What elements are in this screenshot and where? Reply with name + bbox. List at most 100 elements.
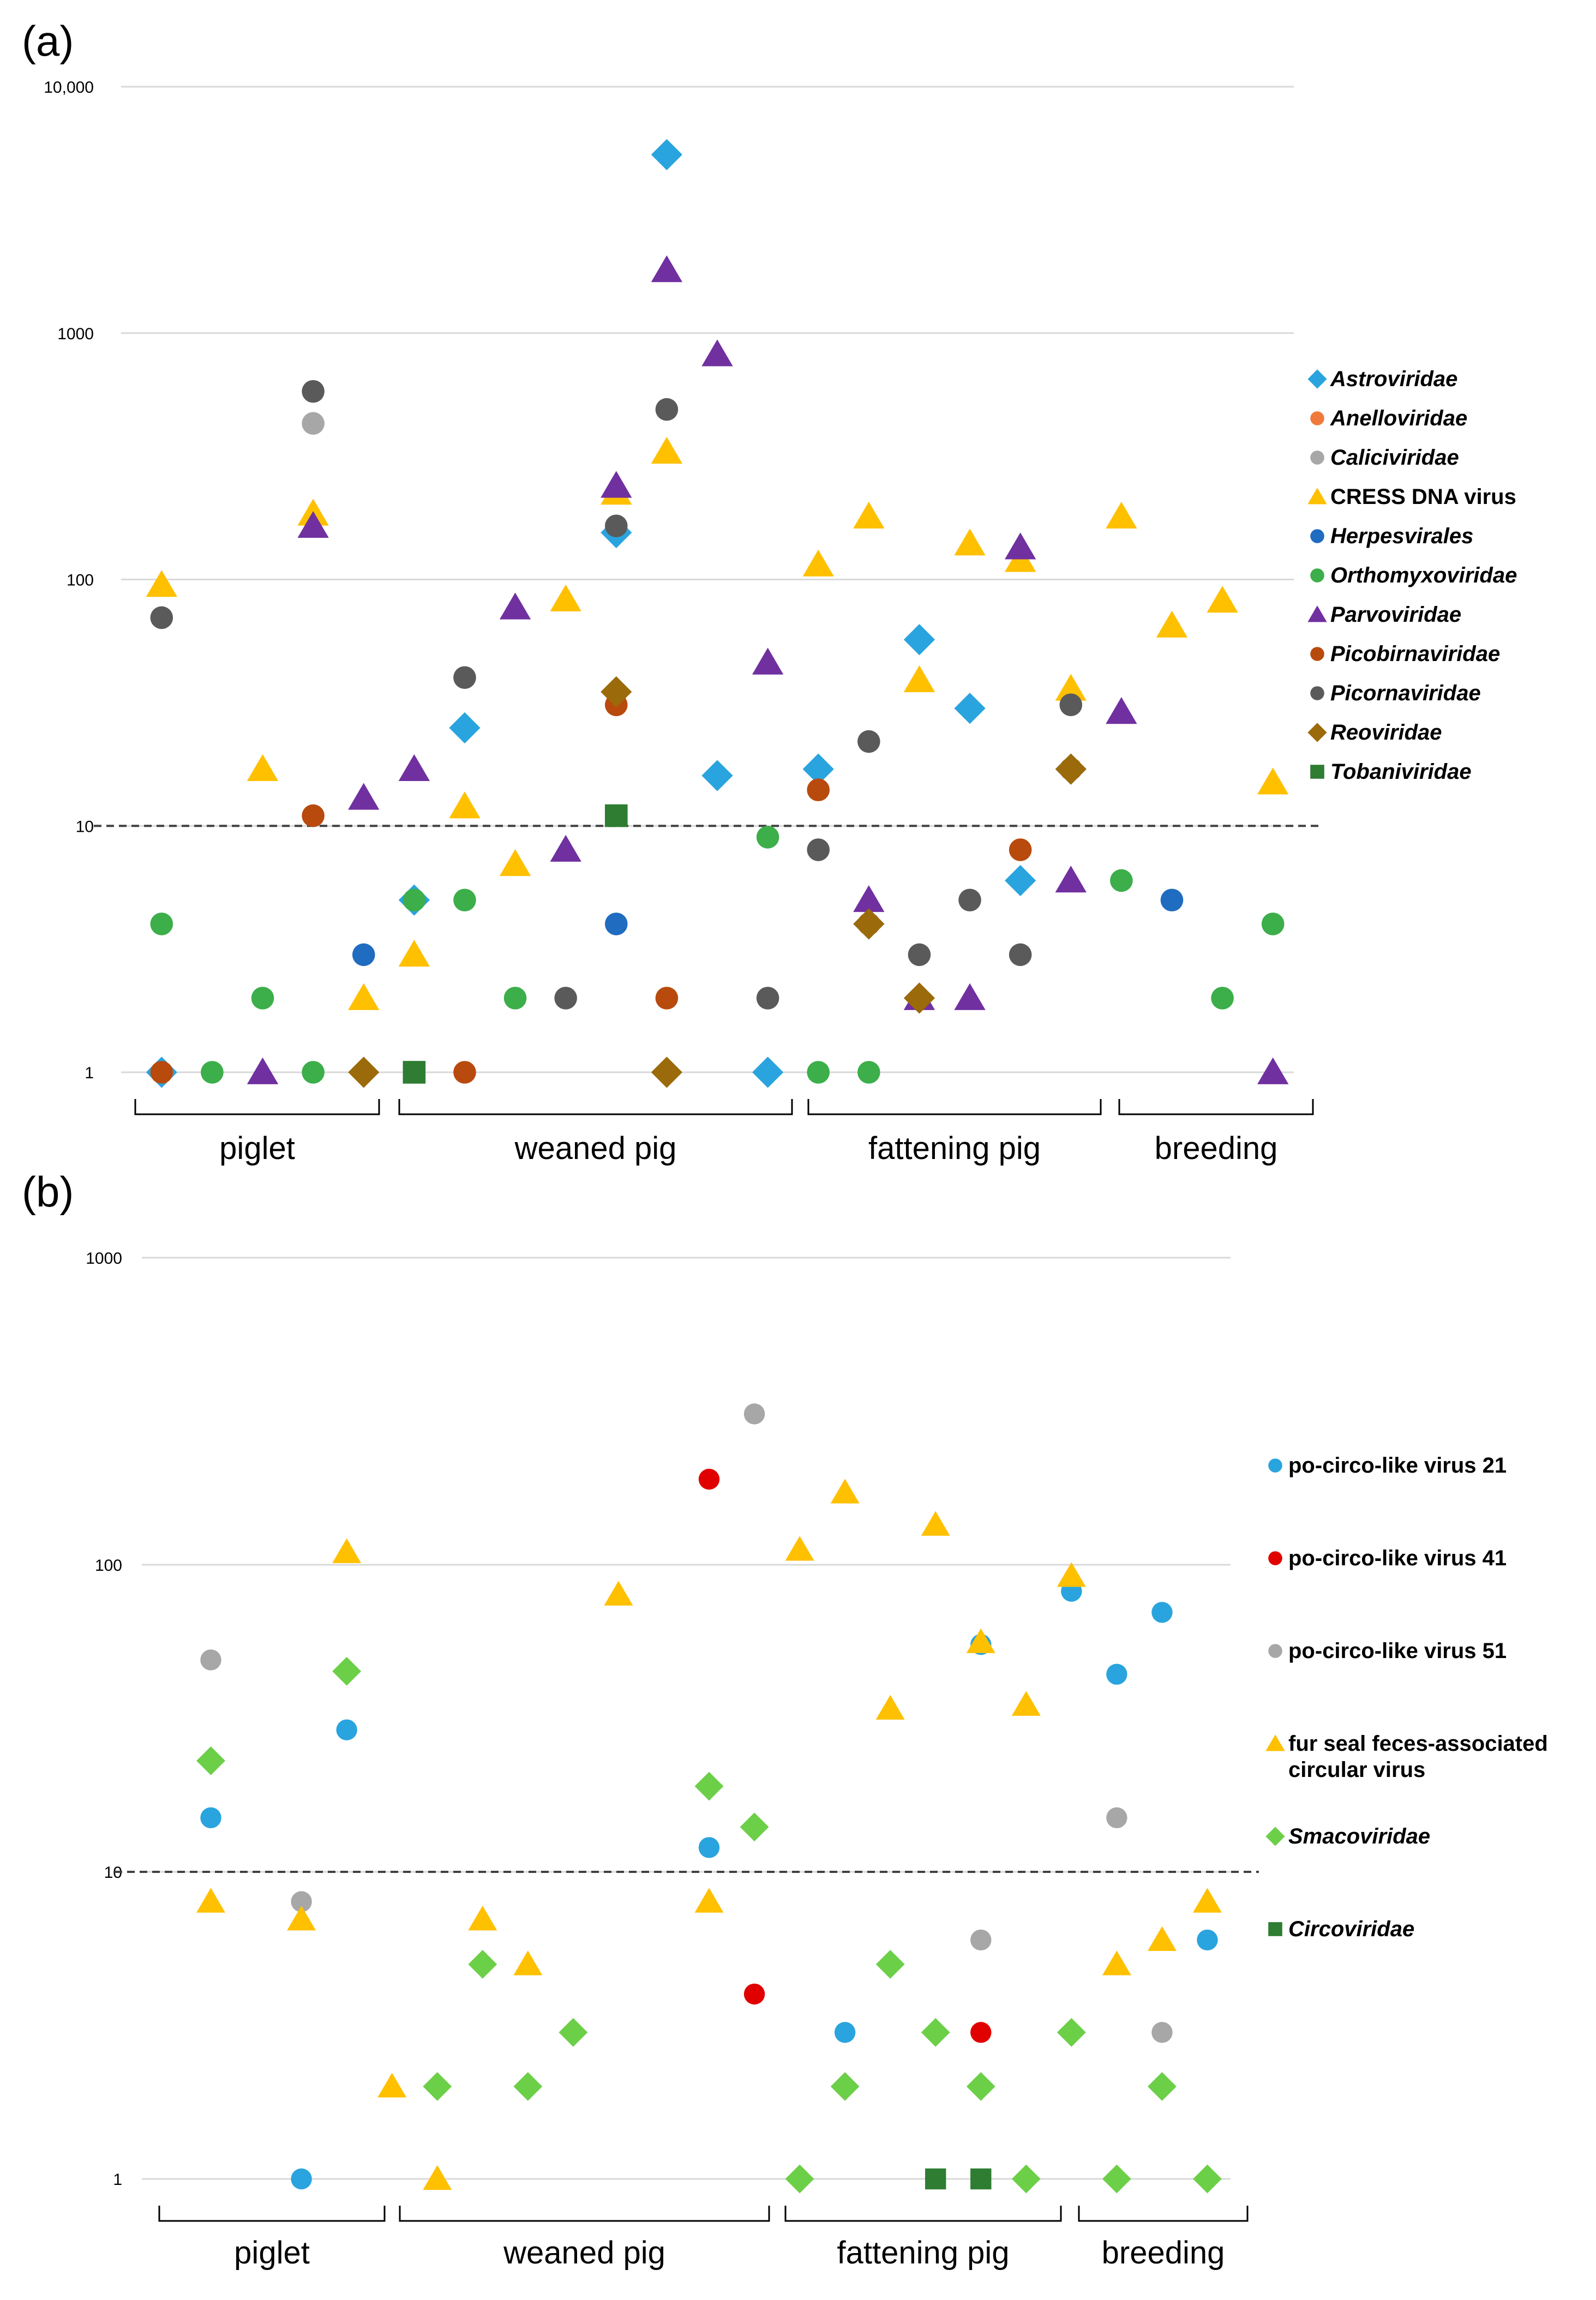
group-label-fattening-pig: fattening pig (837, 2235, 1009, 2271)
point-cress-dna-virus (449, 791, 481, 819)
point-picornaviridae (756, 987, 779, 1010)
y-tick-label: 1 (113, 2171, 122, 2189)
group-bracket (1078, 2206, 1249, 2222)
y-tick-label: 1 (85, 1064, 94, 1082)
point-picornaviridae (1009, 943, 1032, 966)
point-parvoviridae (398, 754, 430, 781)
group-bracket (784, 2206, 1062, 2222)
point-fur-seal-feces-associated-circular-virus (921, 1511, 950, 1536)
point-cress-dna-virus (853, 501, 885, 529)
point-orthomyxoviridae (201, 1061, 224, 1084)
legend-marker-smacoviridae (1265, 1827, 1285, 1846)
point-po-circo-like-virus-51 (743, 1403, 765, 1425)
point-orthomyxoviridae (1110, 869, 1133, 892)
panel-a-chart: (a) 1 10 100 1000 10,000 piglet weaned pig fatte… (22, 17, 1517, 1166)
point-parvoviridae (651, 255, 683, 283)
point-picornaviridae (150, 606, 173, 629)
point-fur-seal-feces-associated-circular-virus (785, 1536, 814, 1561)
point-astroviridae (701, 760, 733, 791)
point-fur-seal-feces-associated-circular-virus (604, 1581, 633, 1606)
point-smacoviridae (785, 2164, 814, 2194)
point-circoviridae (970, 2168, 992, 2190)
point-fur-seal-feces-associated-circular-virus (1057, 1562, 1086, 1587)
point-astroviridae (449, 712, 481, 744)
legend-label-picobirnaviridae: Picobirnaviridae (1330, 642, 1500, 666)
point-orthomyxoviridae (302, 1061, 325, 1084)
point-parvoviridae (1004, 532, 1036, 560)
point-tobaniviridae (403, 1061, 426, 1084)
point-picornaviridae (453, 666, 476, 689)
point-orthomyxoviridae (1261, 912, 1285, 935)
point-cress-dna-virus (1055, 674, 1087, 701)
group-bracket (807, 1099, 1102, 1115)
point-smacoviridae (1011, 2164, 1041, 2194)
point-fur-seal-feces-associated-circular-virus (1102, 1950, 1131, 1975)
point-orthomyxoviridae (403, 888, 426, 912)
point-orthomyxoviridae (503, 987, 527, 1010)
point-fur-seal-feces-associated-circular-virus (830, 1479, 860, 1504)
point-picornaviridae (604, 514, 628, 538)
point-cress-dna-virus (1207, 586, 1238, 613)
legend-marker-tobaniviridae (1310, 765, 1324, 779)
group-bracket (1118, 1099, 1314, 1115)
point-fur-seal-feces-associated-circular-virus (287, 1906, 316, 1931)
point-orthomyxoviridae (807, 1061, 830, 1084)
legend-label-po-circo-like-virus-41: po-circo-like virus 41 (1288, 1546, 1507, 1570)
point-picornaviridae (807, 838, 830, 861)
point-smacoviridae (513, 2072, 543, 2101)
legend-marker-po-circo-like-virus-41 (1268, 1551, 1282, 1565)
point-fur-seal-feces-associated-circular-virus (1147, 1926, 1177, 1951)
point-picobirnaviridae (655, 987, 679, 1010)
group-label-piglet: piglet (219, 1131, 295, 1166)
point-smacoviridae (921, 2017, 950, 2047)
point-picobirnaviridae (150, 1061, 173, 1084)
legend-label-anelloviridae: Anelloviridae (1330, 406, 1467, 430)
legend-label-smacoviridae: Smacoviridae (1288, 1824, 1430, 1848)
point-po-circo-like-virus-41 (743, 1983, 765, 2005)
point-astroviridae (651, 139, 682, 171)
point-parvoviridae (297, 511, 329, 538)
y-tick-label: 1000 (57, 325, 94, 343)
legend-marker-parvoviridae (1307, 605, 1327, 622)
point-reoviridae (348, 1056, 380, 1088)
point-cress-dna-virus (398, 940, 430, 967)
legend-marker-picobirnaviridae (1310, 647, 1324, 661)
point-cress-dna-virus (903, 665, 935, 693)
point-picornaviridae (655, 398, 679, 421)
legend-label-parvoviridae: Parvoviridae (1330, 603, 1461, 627)
point-cress-dna-virus (1156, 610, 1188, 638)
point-astroviridae (903, 624, 935, 656)
point-fur-seal-feces-associated-circular-virus (196, 1888, 225, 1913)
point-orthomyxoviridae (150, 912, 173, 935)
group-bracket (399, 2206, 770, 2222)
y-tick-label: 100 (95, 1557, 122, 1575)
point-cress-dna-virus (802, 549, 834, 576)
point-picornaviridae (554, 987, 577, 1010)
group-label-weaned-pig: weaned pig (503, 2235, 665, 2271)
point-smacoviridae (740, 1812, 769, 1842)
point-herpesvirales (604, 912, 628, 935)
legend-marker-reoviridae (1307, 723, 1327, 742)
point-smacoviridae (468, 1950, 497, 1979)
point-po-circo-like-virus-41 (970, 2022, 992, 2043)
point-picobirnaviridae (302, 804, 325, 827)
point-parvoviridae (1257, 1057, 1289, 1084)
point-orthomyxoviridae (756, 826, 779, 849)
legend-marker-anelloviridae (1310, 411, 1324, 425)
point-fur-seal-feces-associated-circular-virus (694, 1888, 724, 1913)
point-cress-dna-virus (954, 529, 986, 556)
legend-label-picornaviridae: Picornaviridae (1330, 681, 1481, 705)
point-po-circo-like-virus-21 (1151, 1602, 1173, 1623)
y-tick-label: 10 (76, 818, 94, 836)
point-parvoviridae (348, 783, 380, 810)
point-smacoviridae (196, 1746, 225, 1775)
group-bracket (398, 1099, 793, 1115)
legend-marker-picornaviridae (1310, 686, 1324, 700)
legend-label-caliciviridae: Caliciviridae (1330, 446, 1459, 470)
point-parvoviridae (550, 834, 581, 862)
point-smacoviridae (1057, 2017, 1086, 2047)
point-smacoviridae (332, 1656, 362, 1686)
point-po-circo-like-virus-21 (291, 2168, 312, 2190)
legend-label-orthomyxoviridae: Orthomyxoviridae (1330, 563, 1517, 587)
